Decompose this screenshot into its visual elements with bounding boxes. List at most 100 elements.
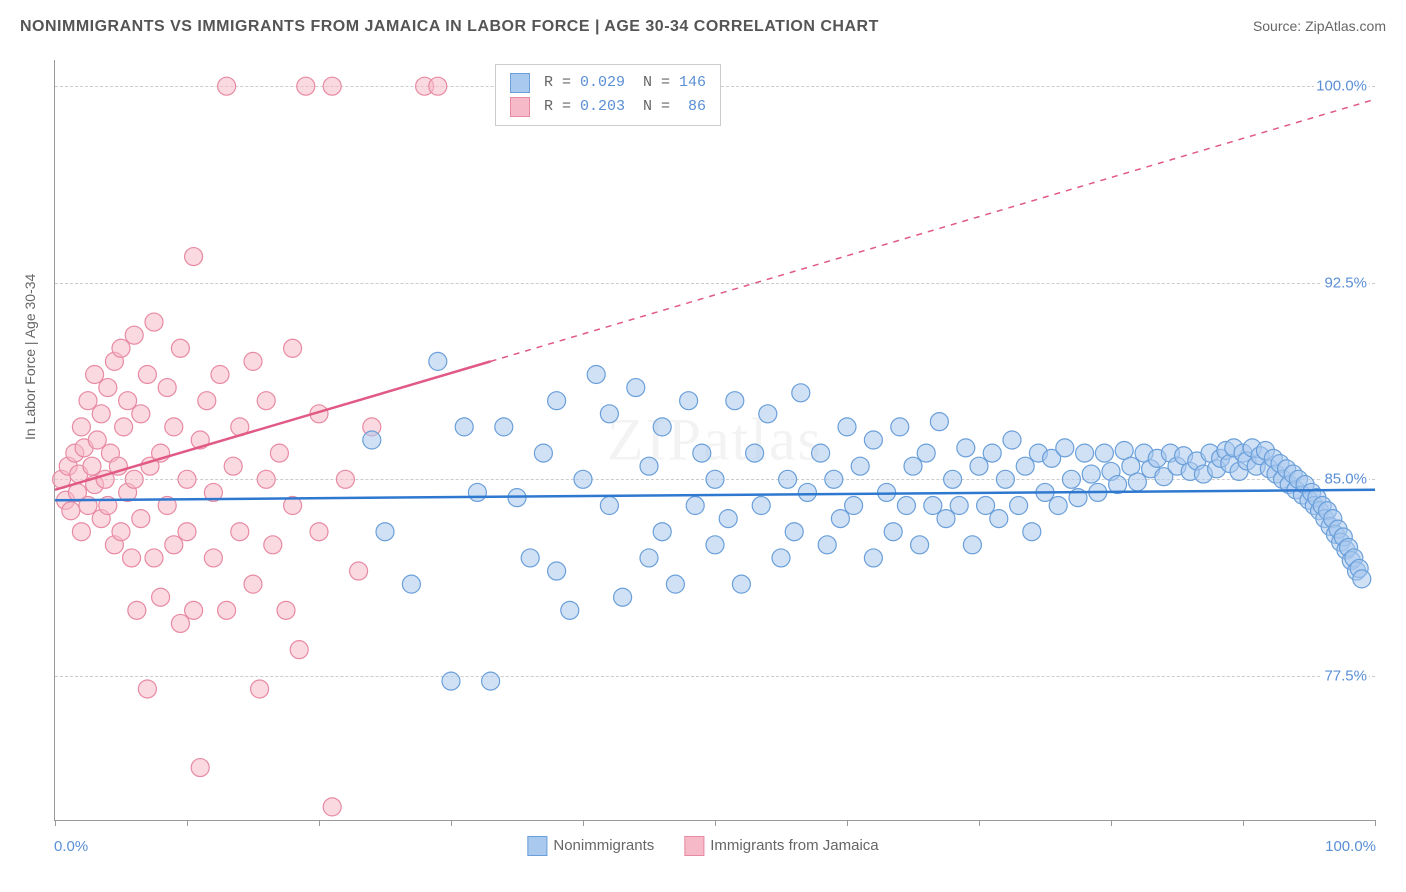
legend-label-1: Nonimmigrants bbox=[553, 837, 654, 854]
scatter-point bbox=[310, 523, 328, 541]
scatter-point bbox=[970, 457, 988, 475]
trend-line-dashed bbox=[491, 99, 1375, 361]
scatter-point bbox=[818, 536, 836, 554]
scatter-point bbox=[178, 523, 196, 541]
legend-item-1: Nonimmigrants bbox=[527, 836, 654, 856]
scatter-svg bbox=[55, 60, 1375, 820]
scatter-point bbox=[653, 418, 671, 436]
scatter-point bbox=[1353, 570, 1371, 588]
legend-item-2: Immigrants from Jamaica bbox=[684, 836, 878, 856]
scatter-point bbox=[138, 365, 156, 383]
scatter-point bbox=[123, 549, 141, 567]
scatter-point bbox=[231, 523, 249, 541]
scatter-point bbox=[957, 439, 975, 457]
scatter-point bbox=[911, 536, 929, 554]
legend-swatch-2 bbox=[684, 836, 704, 856]
scatter-point bbox=[627, 379, 645, 397]
scatter-point bbox=[1076, 444, 1094, 462]
scatter-point bbox=[132, 405, 150, 423]
scatter-point bbox=[864, 549, 882, 567]
scatter-point bbox=[138, 680, 156, 698]
x-tick bbox=[1243, 820, 1244, 826]
scatter-point bbox=[125, 470, 143, 488]
scatter-point bbox=[845, 497, 863, 515]
scatter-point bbox=[600, 405, 618, 423]
scatter-point bbox=[244, 575, 262, 593]
scatter-point bbox=[864, 431, 882, 449]
scatter-point bbox=[726, 392, 744, 410]
scatter-point bbox=[119, 392, 137, 410]
scatter-point bbox=[257, 392, 275, 410]
scatter-point bbox=[218, 601, 236, 619]
scatter-point bbox=[917, 444, 935, 462]
scatter-point bbox=[290, 641, 308, 659]
scatter-point bbox=[115, 418, 133, 436]
x-tick bbox=[1111, 820, 1112, 826]
scatter-point bbox=[1056, 439, 1074, 457]
scatter-point bbox=[204, 549, 222, 567]
scatter-point bbox=[574, 470, 592, 488]
n-value-2: 86 bbox=[688, 98, 706, 115]
scatter-point bbox=[666, 575, 684, 593]
scatter-point bbox=[891, 418, 909, 436]
scatter-point bbox=[79, 392, 97, 410]
correlation-legend: R = 0.029 N = 146 R = 0.203 N = 86 bbox=[495, 64, 721, 126]
x-tick bbox=[583, 820, 584, 826]
scatter-point bbox=[587, 365, 605, 383]
scatter-point bbox=[86, 365, 104, 383]
scatter-point bbox=[323, 798, 341, 816]
scatter-point bbox=[72, 523, 90, 541]
scatter-point bbox=[1003, 431, 1021, 449]
scatter-point bbox=[277, 601, 295, 619]
scatter-point bbox=[244, 352, 262, 370]
x-tick bbox=[979, 820, 980, 826]
x-tick bbox=[451, 820, 452, 826]
scatter-point bbox=[732, 575, 750, 593]
scatter-point bbox=[363, 431, 381, 449]
x-tick bbox=[55, 820, 56, 826]
scatter-point bbox=[185, 248, 203, 266]
scatter-point bbox=[376, 523, 394, 541]
scatter-point bbox=[838, 418, 856, 436]
scatter-point bbox=[257, 470, 275, 488]
scatter-point bbox=[171, 339, 189, 357]
scatter-point bbox=[112, 339, 130, 357]
scatter-point bbox=[798, 483, 816, 501]
scatter-point bbox=[548, 392, 566, 410]
scatter-point bbox=[904, 457, 922, 475]
scatter-point bbox=[92, 405, 110, 423]
scatter-point bbox=[495, 418, 513, 436]
scatter-point bbox=[336, 470, 354, 488]
scatter-point bbox=[152, 588, 170, 606]
scatter-point bbox=[350, 562, 368, 580]
scatter-point bbox=[270, 444, 288, 462]
scatter-point bbox=[937, 510, 955, 528]
scatter-point bbox=[977, 497, 995, 515]
scatter-point bbox=[211, 365, 229, 383]
scatter-point bbox=[99, 379, 117, 397]
scatter-point bbox=[83, 457, 101, 475]
scatter-point bbox=[686, 497, 704, 515]
scatter-point bbox=[251, 680, 269, 698]
scatter-point bbox=[165, 536, 183, 554]
scatter-point bbox=[950, 497, 968, 515]
scatter-point bbox=[752, 497, 770, 515]
scatter-point bbox=[1010, 497, 1028, 515]
scatter-point bbox=[112, 523, 130, 541]
plot-area: ZIPatlas 77.5%85.0%92.5%100.0% R = 0.029… bbox=[54, 60, 1375, 821]
scatter-point bbox=[455, 418, 473, 436]
scatter-point bbox=[884, 523, 902, 541]
scatter-point bbox=[561, 601, 579, 619]
scatter-point bbox=[165, 418, 183, 436]
scatter-point bbox=[429, 352, 447, 370]
scatter-point bbox=[145, 313, 163, 331]
scatter-point bbox=[429, 77, 447, 95]
scatter-point bbox=[62, 502, 80, 520]
x-tick bbox=[1375, 820, 1376, 826]
legend-label-2: Immigrants from Jamaica bbox=[710, 837, 878, 854]
scatter-point bbox=[264, 536, 282, 554]
scatter-point bbox=[128, 601, 146, 619]
scatter-point bbox=[548, 562, 566, 580]
correlation-row-1: R = 0.029 N = 146 bbox=[510, 71, 706, 95]
scatter-point bbox=[640, 457, 658, 475]
